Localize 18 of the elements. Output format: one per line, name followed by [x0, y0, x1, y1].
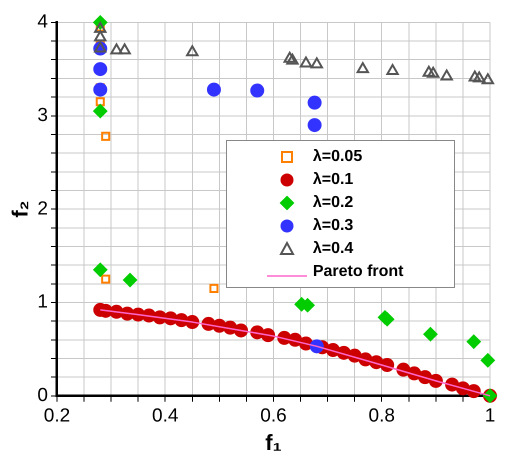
y-axis-title: f₂: [7, 200, 32, 218]
legend-label: λ=0.05: [312, 148, 362, 166]
y-tick-label: 0: [37, 385, 48, 406]
y-tick-label: 2: [37, 198, 48, 220]
legend-label: λ=0.4: [312, 240, 354, 258]
y-tick-label: 3: [37, 104, 48, 126]
x-tick-label: 1: [484, 405, 496, 426]
y-tick-label: 1: [37, 292, 48, 313]
x-tick-label: 0.8: [368, 405, 395, 426]
x-tick-label: 0.4: [152, 405, 179, 426]
x-tick-label: 0.2: [44, 405, 70, 426]
x-tick-label: 0.6: [260, 405, 287, 426]
legend-label: λ=0.2: [312, 194, 354, 212]
legend-label: λ=0.1: [312, 170, 354, 188]
y-tick-label: 4: [37, 12, 48, 33]
legend-label: Pareto front: [312, 262, 404, 280]
x-axis-title: f₁: [265, 430, 282, 455]
legend-label: λ=0.3: [312, 216, 354, 234]
